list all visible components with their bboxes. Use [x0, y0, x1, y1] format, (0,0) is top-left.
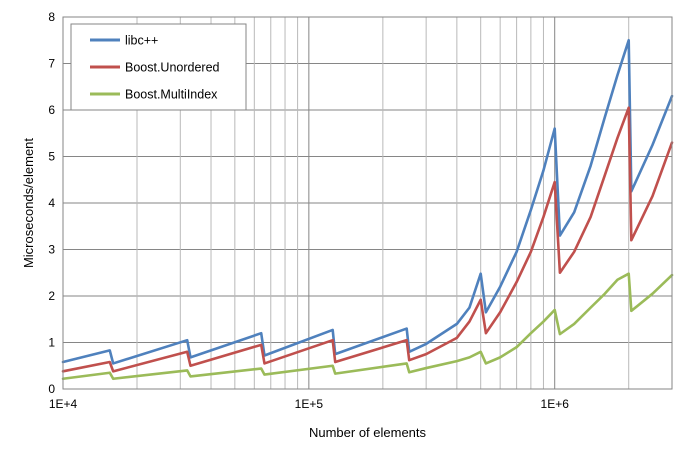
y-tick-label: 0	[48, 382, 55, 396]
y-tick-label: 7	[48, 57, 55, 71]
x-tick-label: 1E+4	[49, 397, 78, 411]
series-line-boost-unordered	[61, 106, 674, 373]
legend: libc++ Boost.Unordered Boost.MultiIndex	[70, 23, 247, 111]
x-tick-label: 1E+5	[295, 397, 324, 411]
y-tick-label: 6	[48, 103, 55, 117]
y-tick-label: 3	[48, 243, 55, 257]
series-layer	[61, 38, 674, 381]
legend-label-boost-multiindex: Boost.MultiIndex	[125, 88, 218, 102]
y-tick-label: 5	[48, 150, 55, 164]
y-tick-label: 8	[48, 10, 55, 24]
y-tick-label: 1	[48, 336, 55, 350]
legend-label-boost-unordered: Boost.Unordered	[125, 61, 220, 75]
plot-border	[62, 16, 673, 390]
y-tick-label: 4	[48, 196, 55, 210]
y-tick-label: 2	[48, 289, 55, 303]
series-line-libcxx	[61, 38, 674, 365]
x-axis-title: Number of elements	[309, 425, 427, 440]
x-tick-label: 1E+6	[541, 397, 570, 411]
tick-labels: 0 1 2 3 4 5 6 7 8 1E+4 1E+5 1E+6	[48, 10, 569, 411]
y-axis-title: Microseconds/element	[21, 138, 36, 268]
legend-label-libcxx: libc++	[125, 34, 158, 48]
series-line-boost-multiindex	[61, 272, 674, 381]
